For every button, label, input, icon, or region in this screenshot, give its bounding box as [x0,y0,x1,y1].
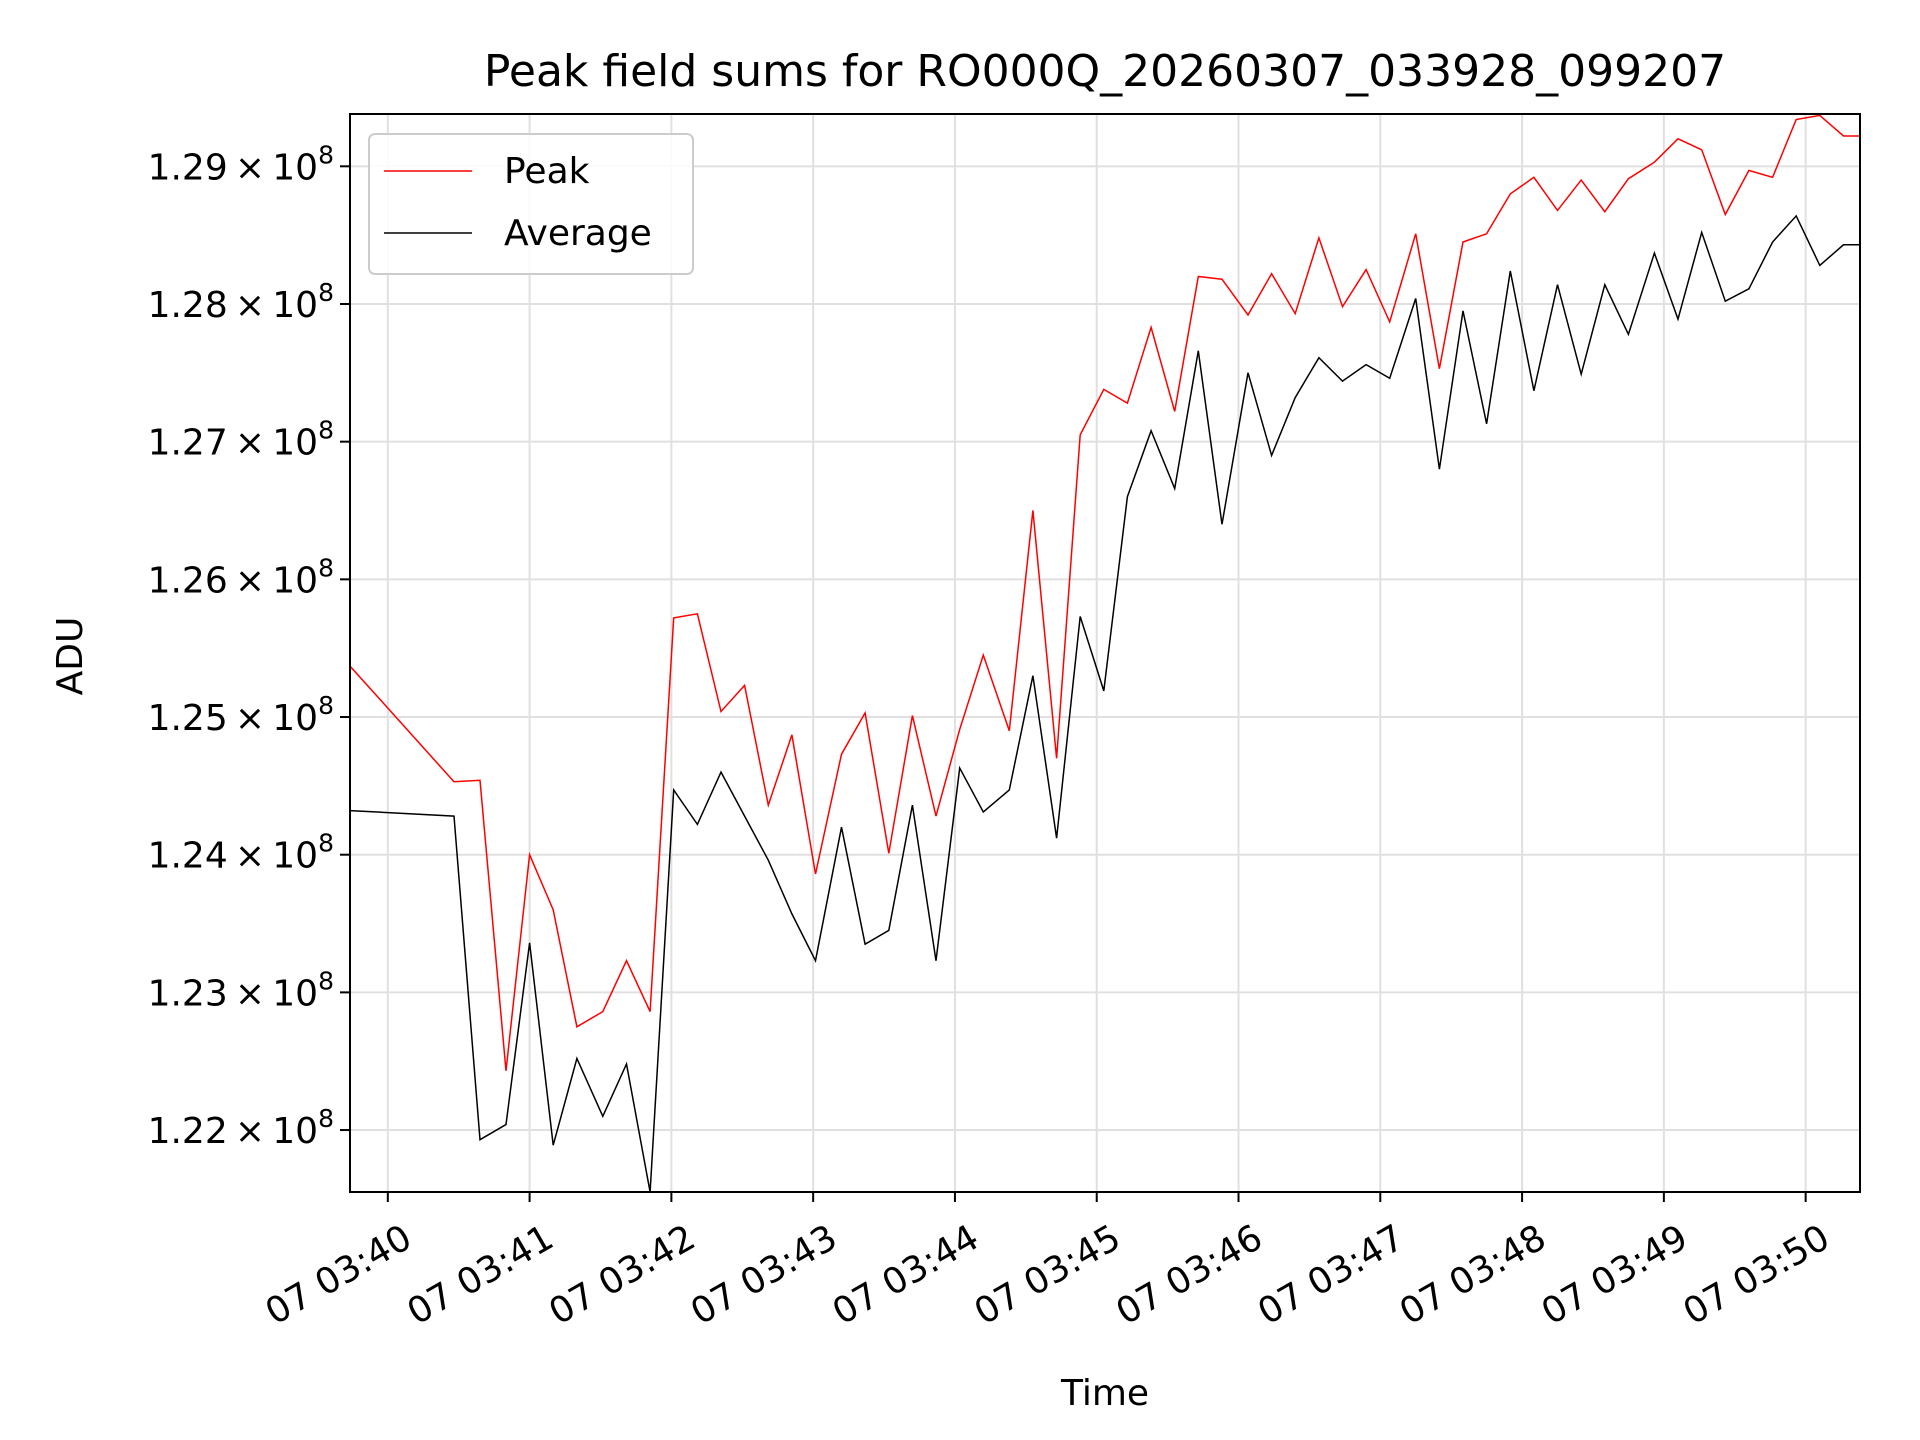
y-tick-mantissa: 1.25 [148,698,228,739]
y-tick-label: 1.25 × 108 [148,691,334,739]
y-tick-times: × [228,698,273,739]
y-tick-exponent: 8 [318,553,334,582]
y-tick-times: × [228,285,273,326]
x-axis-label: Time [1060,1373,1149,1414]
y-tick-times: × [228,560,273,601]
y-tick-mantissa: 1.28 [148,285,228,326]
series-layer [350,114,1860,1192]
y-tick-exponent: 8 [318,278,334,307]
y-tick-label: 1.24 × 108 [148,829,334,877]
y-tick-exponent: 8 [318,966,334,995]
y-tick-base: 10 [272,423,318,464]
y-tick-label: 1.22 × 108 [148,1104,334,1152]
y-tick-base: 10 [272,147,318,188]
series-line-average [350,214,1860,1192]
y-tick-times: × [228,973,273,1014]
y-tick-exponent: 8 [318,140,334,169]
y-tick-mantissa: 1.26 [148,560,228,601]
y-tick-label: 1.26 × 108 [148,553,334,601]
y-axis-label: ADU [50,617,91,696]
y-tick-label: 1.23 × 108 [148,966,334,1014]
y-tick-base: 10 [272,1111,318,1152]
y-tick-exponent: 8 [318,416,334,445]
y-tick-base: 10 [272,285,318,326]
legend: Peak Average [368,133,694,275]
y-tick-mantissa: 1.29 [148,147,228,188]
y-tick-base: 10 [272,973,318,1014]
y-tick-exponent: 8 [318,691,334,720]
y-tick-mantissa: 1.27 [148,423,228,464]
y-tick-times: × [228,1111,273,1152]
y-tick-mantissa: 1.24 [148,836,228,877]
plot-frame [349,113,1861,1193]
y-tick-times: × [228,836,273,877]
legend-box [368,133,694,275]
y-tick-exponent: 8 [318,829,334,858]
y-tick-times: × [228,147,273,188]
series-line-peak [350,114,1860,1071]
y-tick-exponent: 8 [318,1104,334,1133]
y-tick-base: 10 [272,698,318,739]
chart-title: Peak field sums for RO000Q_20260307_0339… [484,46,1726,97]
y-tick-mantissa: 1.23 [148,973,228,1014]
y-tick-base: 10 [272,560,318,601]
y-tick-times: × [228,423,273,464]
y-tick-label: 1.29 × 108 [148,140,334,188]
legend-average-label: Average [504,213,652,254]
y-tick-label: 1.28 × 108 [148,278,334,326]
y-tick-base: 10 [272,836,318,877]
legend-peak-label: Peak [504,151,590,192]
y-tick-mantissa: 1.22 [148,1111,228,1152]
y-tick-label: 1.27 × 108 [148,416,334,464]
grid-lines [350,114,1860,1192]
